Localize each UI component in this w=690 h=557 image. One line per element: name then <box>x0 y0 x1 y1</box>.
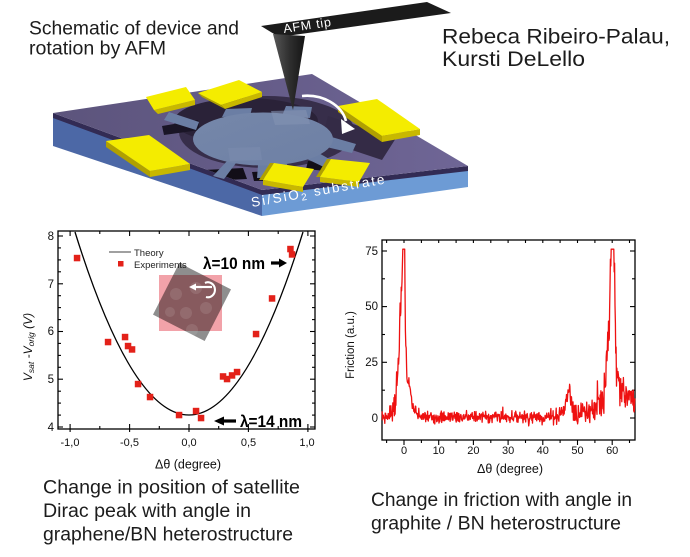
svg-text:Change in friction with angle: Change in friction with angle in <box>371 490 632 511</box>
svg-text:50: 50 <box>571 445 583 457</box>
svg-text:75: 75 <box>365 246 378 258</box>
svg-text:graphene/BN heterostructure: graphene/BN heterostructure <box>43 525 293 546</box>
svg-text:7: 7 <box>48 279 54 291</box>
svg-text:-0,5: -0,5 <box>120 437 139 449</box>
svg-text:0,5: 0,5 <box>241 437 256 449</box>
svg-text:Change in position of satellit: Change in position of satellite <box>43 478 300 499</box>
svg-text:0: 0 <box>401 445 407 457</box>
svg-text:40: 40 <box>537 445 549 457</box>
svg-text:Friction (a.u.): Friction (a.u.) <box>345 311 357 379</box>
svg-text:λ=10 nm: λ=10 nm <box>203 255 265 273</box>
svg-text:Δθ (degree): Δθ (degree) <box>155 458 221 472</box>
svg-text:8: 8 <box>48 231 54 243</box>
svg-text:4: 4 <box>48 422 55 434</box>
svg-text:0,0: 0,0 <box>181 437 196 449</box>
svg-text:graphite / BN heterostructure: graphite / BN heterostructure <box>371 514 621 535</box>
svg-text:Δθ (degree): Δθ (degree) <box>477 462 543 476</box>
svg-text:10: 10 <box>433 445 445 457</box>
svg-text:Theory: Theory <box>134 248 164 259</box>
svg-text:Schematic of device and: Schematic of device and <box>29 19 239 40</box>
svg-text:Experiments: Experiments <box>134 260 187 271</box>
svg-text:50: 50 <box>365 301 378 313</box>
svg-text:1,0: 1,0 <box>299 437 314 449</box>
svg-text:Dirac peak with angle in: Dirac peak with angle in <box>43 501 251 522</box>
svg-text:6: 6 <box>48 326 54 338</box>
svg-text:Vsat -Vorig (V): Vsat -Vorig (V) <box>21 313 36 381</box>
svg-text:25: 25 <box>365 357 378 369</box>
svg-text:30: 30 <box>502 445 514 457</box>
svg-text:rotation by AFM: rotation by AFM <box>29 39 166 60</box>
svg-text:0: 0 <box>372 413 378 425</box>
svg-text:Kursti DeLello: Kursti DeLello <box>442 47 585 71</box>
svg-text:Rebeca Ribeiro-Palau,: Rebeca Ribeiro-Palau, <box>442 25 670 49</box>
svg-text:60: 60 <box>606 445 618 457</box>
svg-text:5: 5 <box>48 374 54 386</box>
svg-text:λ=14 nm: λ=14 nm <box>240 413 302 431</box>
svg-text:-1,0: -1,0 <box>61 437 80 449</box>
svg-text:20: 20 <box>467 445 479 457</box>
